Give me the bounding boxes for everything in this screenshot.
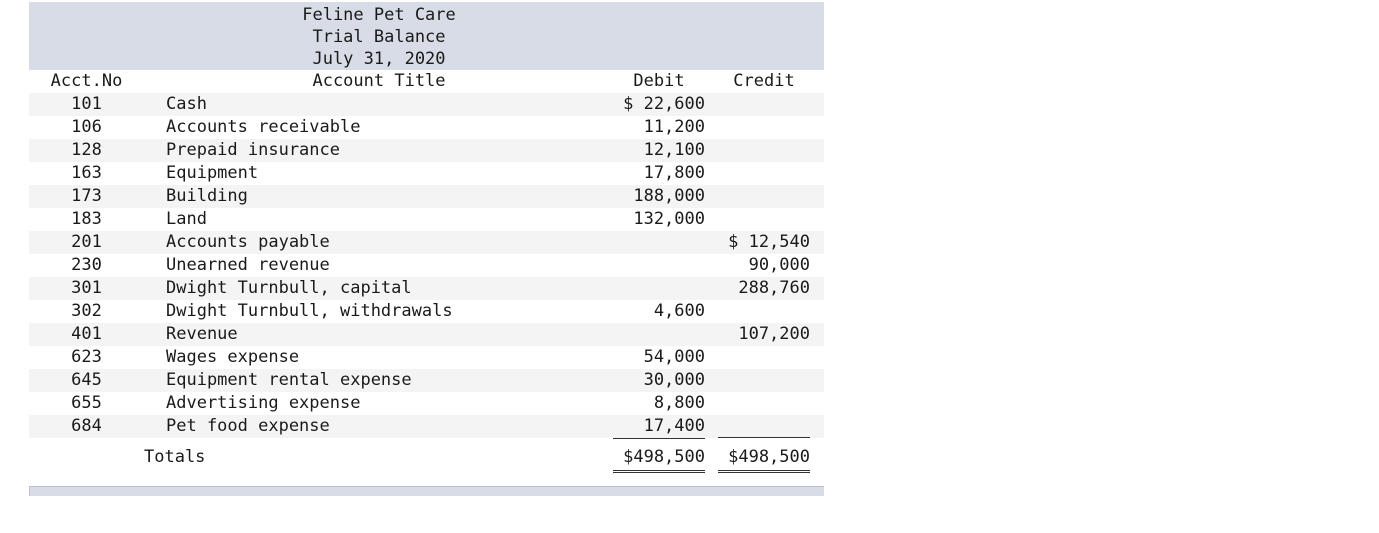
account-title-cell: Cash <box>166 94 207 114</box>
debit-cell: 17,400 <box>613 415 705 439</box>
debit-cell: 188,000 <box>633 186 705 206</box>
footer-bar <box>29 486 824 496</box>
account-title-cell: Dwight Turnbull, capital <box>166 278 412 298</box>
credit-cell: $ 12,540 <box>728 232 810 252</box>
acct-no-cell: 230 <box>71 255 102 275</box>
debit-header: Debit <box>633 71 685 91</box>
table-row: 623 Wages expense 54,000 <box>29 346 824 369</box>
trial-balance-table: Feline Pet Care Trial Balance July 31, 2… <box>29 2 824 496</box>
debit-cell: 8,800 <box>653 393 705 413</box>
statement-header: Feline Pet Care Trial Balance July 31, 2… <box>29 2 824 70</box>
table-row: 201 Accounts payable $ 12,540 <box>29 231 824 254</box>
statement-date: July 31, 2020 <box>312 49 446 69</box>
acct-no-cell: 201 <box>71 232 102 252</box>
credit-subtotal-rule <box>718 437 810 438</box>
account-title-cell: Equipment <box>166 163 259 183</box>
account-rows: 101 Cash $ 22,600 106 Accounts receivable 11,… <box>29 93 824 439</box>
acct-no-cell: 101 <box>71 94 102 114</box>
acct-no-cell: 183 <box>71 209 102 229</box>
debit-cell: 132,000 <box>633 209 705 229</box>
account-title-cell: Pet food expense <box>166 416 330 436</box>
table-row: 163 Equipment 17,800 <box>29 162 824 185</box>
account-title-cell: Land <box>166 209 207 229</box>
account-title-cell: Dwight Turnbull, withdrawals <box>166 301 453 321</box>
acct-no-cell: 301 <box>71 278 102 298</box>
acct-no-cell: 302 <box>71 301 102 321</box>
acct-no-cell: 655 <box>71 393 102 413</box>
acct-no-cell: 645 <box>71 370 102 390</box>
table-row: 230 Unearned revenue 90,000 <box>29 254 824 277</box>
account-title-cell: Revenue <box>166 324 238 344</box>
debit-cell: 30,000 <box>643 370 705 390</box>
acct-no-header: Acct.No <box>50 71 123 91</box>
acct-no-cell: 128 <box>71 140 102 160</box>
credit-cell: 288,760 <box>738 278 810 298</box>
table-row: 106 Accounts receivable 11,200 <box>29 116 824 139</box>
table-row: 655 Advertising expense 8,800 <box>29 392 824 415</box>
table-row: 302 Dwight Turnbull, withdrawals 4,600 <box>29 300 824 323</box>
column-header-row: Acct.No Account Title Debit Credit <box>29 70 824 93</box>
table-row: 401 Revenue 107,200 <box>29 323 824 346</box>
debit-cell: 17,800 <box>643 163 705 183</box>
account-title-header: Account Title <box>312 71 446 91</box>
account-title-cell: Equipment rental expense <box>166 370 412 390</box>
credit-cell: 107,200 <box>738 324 810 344</box>
account-title-cell: Accounts receivable <box>166 117 361 137</box>
total-debit: $498,500 <box>613 444 705 473</box>
account-title-cell: Building <box>166 186 248 206</box>
debit-cell: 4,600 <box>653 301 705 321</box>
table-row: 173 Building 188,000 <box>29 185 824 208</box>
account-title-cell: Wages expense <box>166 347 300 367</box>
account-title-cell: Advertising expense <box>166 393 361 413</box>
table-row: 101 Cash $ 22,600 <box>29 93 824 116</box>
acct-no-cell: 623 <box>71 347 102 367</box>
acct-no-cell: 684 <box>71 416 102 436</box>
debit-cell: $ 22,600 <box>623 94 705 114</box>
totals-label: Totals <box>144 447 206 467</box>
credit-cell: 90,000 <box>748 255 810 275</box>
company-name: Feline Pet Care <box>302 5 456 25</box>
acct-no-cell: 173 <box>71 186 102 206</box>
table-row: 684 Pet food expense 17,400 <box>29 415 824 439</box>
account-title-cell: Prepaid insurance <box>166 140 340 160</box>
total-credit: $498,500 <box>718 444 810 473</box>
table-row: 301 Dwight Turnbull, capital 288,760 <box>29 277 824 300</box>
acct-no-cell: 163 <box>71 163 102 183</box>
debit-cell: 11,200 <box>643 117 705 137</box>
debit-cell: 54,000 <box>643 347 705 367</box>
table-row: 645 Equipment rental expense 30,000 <box>29 369 824 392</box>
debit-cell: 12,100 <box>643 140 705 160</box>
credit-header: Credit <box>733 71 795 91</box>
totals-row: Totals $498,500 $498,500 <box>29 438 824 476</box>
statement-title: Trial Balance <box>312 27 446 47</box>
account-title-cell: Accounts payable <box>166 232 330 252</box>
table-row: 128 Prepaid insurance 12,100 <box>29 139 824 162</box>
acct-no-cell: 106 <box>71 117 102 137</box>
table-row: 183 Land 132,000 <box>29 208 824 231</box>
account-title-cell: Unearned revenue <box>166 255 330 275</box>
acct-no-cell: 401 <box>71 324 102 344</box>
